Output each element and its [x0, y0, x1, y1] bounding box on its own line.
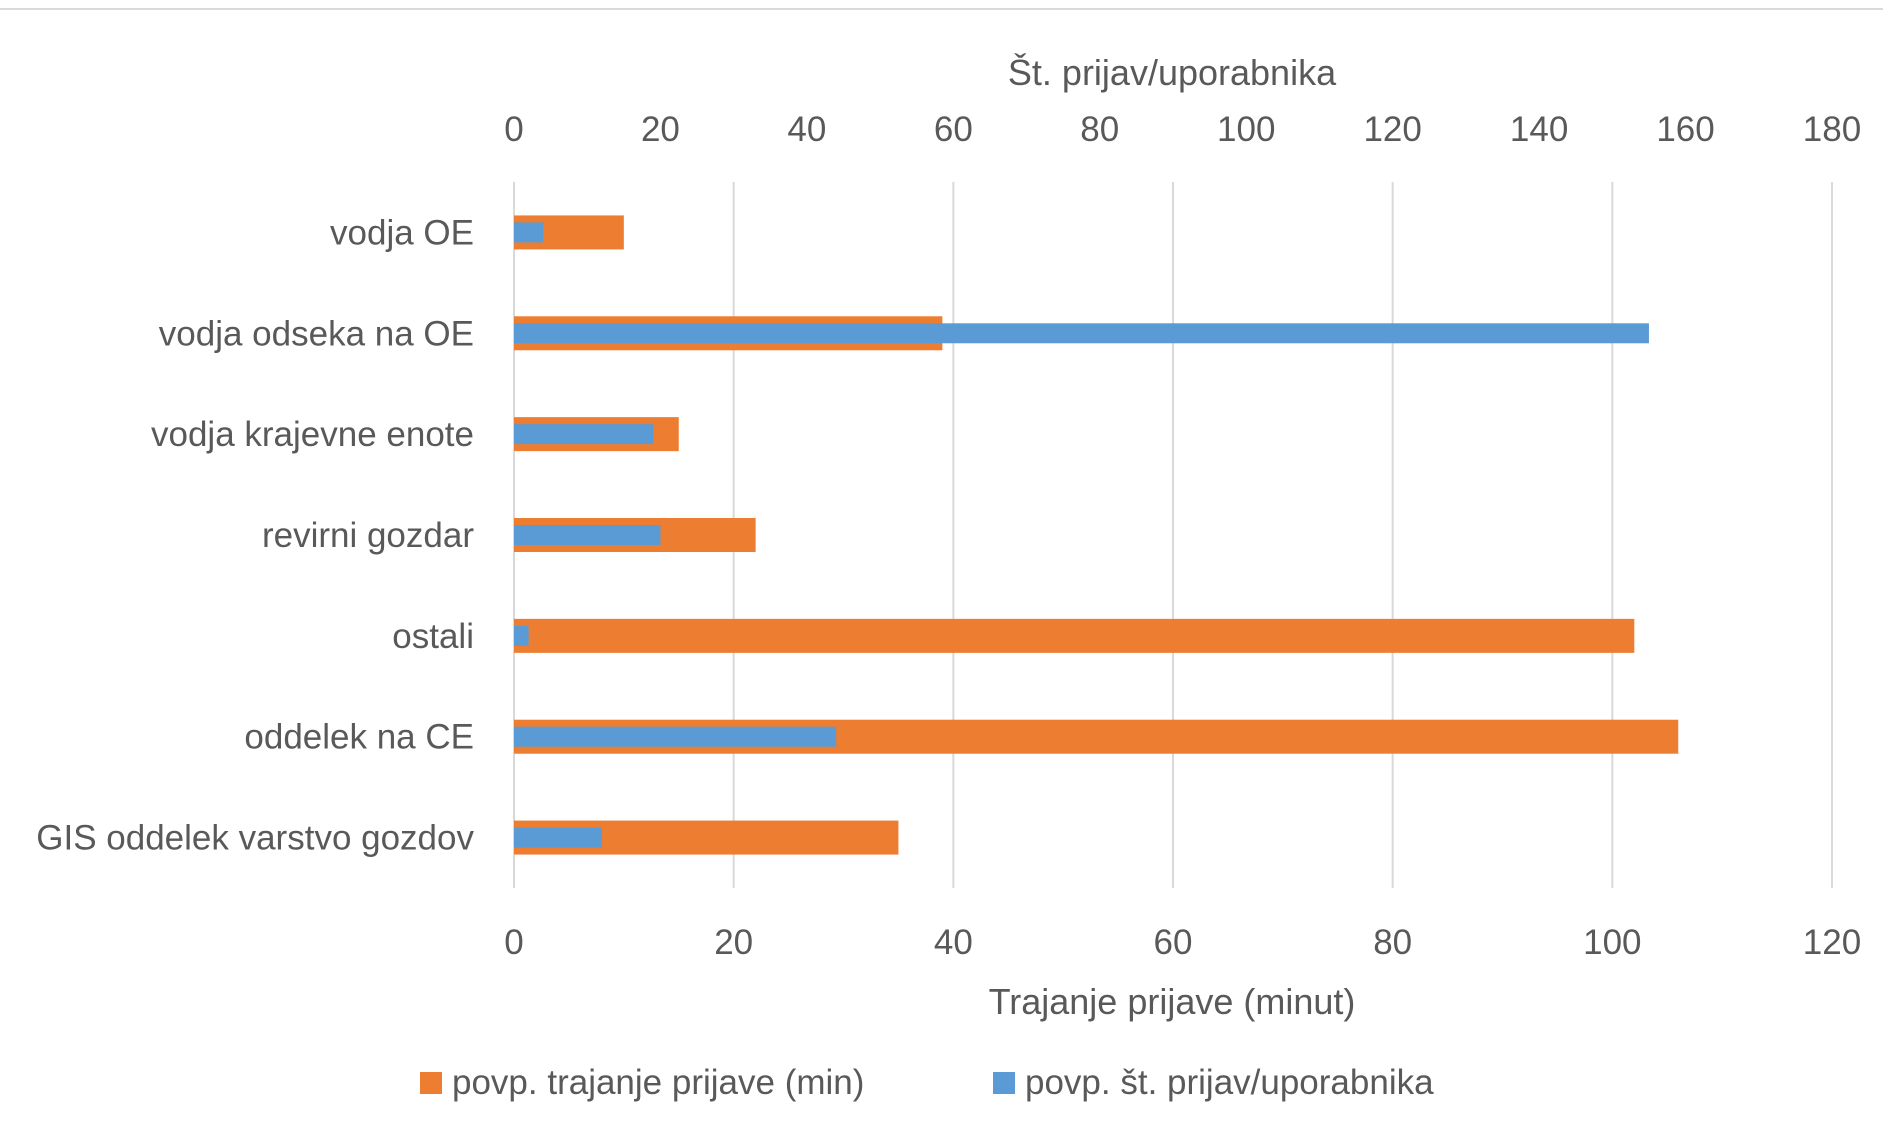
bar-prijav	[514, 625, 529, 646]
bottom-tick-label: 80	[1373, 923, 1412, 962]
category-label: vodja odseka na OE	[159, 314, 474, 353]
legend-swatch	[993, 1072, 1015, 1094]
bar-prijav	[514, 726, 837, 747]
bar-prijav	[514, 827, 602, 848]
category-label: ostali	[392, 617, 474, 656]
category-label: oddelek na CE	[244, 718, 474, 757]
bottom-tick-label: 120	[1803, 923, 1861, 962]
bar-trajanje	[514, 618, 1635, 653]
top-tick-label: 100	[1217, 110, 1275, 149]
bar-prijav	[514, 323, 1649, 344]
top-tick-label: 0	[504, 110, 523, 149]
top-axis-title: Št. prijav/uporabnika	[1008, 52, 1337, 93]
top-tick-label: 20	[641, 110, 680, 149]
top-tick-label: 40	[787, 110, 826, 149]
bottom-tick-label: 40	[934, 923, 973, 962]
top-divider	[0, 8, 1883, 10]
top-tick-label: 80	[1080, 110, 1119, 149]
category-label: vodja OE	[330, 213, 474, 252]
legend-label: povp. trajanje prijave (min)	[452, 1063, 864, 1102]
bar-prijav	[514, 222, 544, 243]
legend: povp. trajanje prijave (min) povp. št. pr…	[420, 1063, 1434, 1102]
bottom-axis-title: Trajanje prijave (minut)	[989, 981, 1356, 1022]
bottom-axis-ticks: 0 20 40 60 80 100 120	[504, 923, 1861, 962]
category-label: GIS oddelek varstvo gozdov	[36, 819, 474, 858]
bottom-tick-label: 0	[504, 923, 523, 962]
top-tick-label: 140	[1510, 110, 1568, 149]
legend-swatch	[420, 1072, 442, 1094]
top-tick-label: 60	[934, 110, 973, 149]
category-labels: vodja OE vodja odseka na OE vodja krajevne…	[36, 213, 474, 857]
top-tick-label: 180	[1803, 110, 1861, 149]
bottom-tick-label: 60	[1154, 923, 1193, 962]
bottom-tick-label: 20	[714, 923, 753, 962]
legend-label: povp. št. prijav/uporabnika	[1025, 1063, 1434, 1102]
category-label: vodja krajevne enote	[151, 415, 474, 454]
grid-layer	[513, 182, 1833, 888]
bar-prijav	[514, 525, 661, 545]
bars-layer	[514, 215, 1679, 855]
top-tick-label: 160	[1656, 110, 1714, 149]
bar-prijav	[514, 424, 654, 445]
top-tick-label: 120	[1363, 110, 1421, 149]
category-label: revirni gozdar	[262, 516, 474, 555]
top-axis-ticks: 0 20 40 60 80 100 120 140 160 180	[504, 110, 1861, 149]
bottom-tick-label: 100	[1583, 923, 1641, 962]
